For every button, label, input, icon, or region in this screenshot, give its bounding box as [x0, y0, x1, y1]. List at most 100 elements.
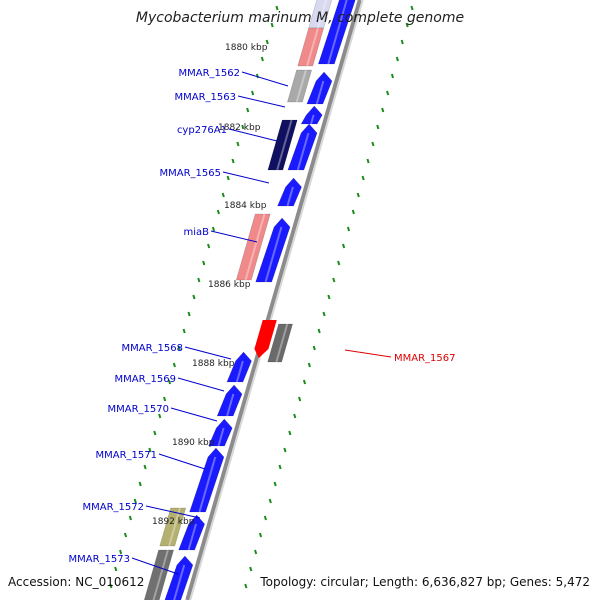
gene-feature-shine [168, 507, 181, 547]
scale-tick [244, 583, 248, 589]
scale-tick [410, 5, 414, 11]
gene-feature[interactable] [216, 384, 243, 417]
scale-tick [177, 345, 181, 351]
gene-feature-shine [317, 0, 328, 29]
gene-feature-shine [187, 523, 197, 551]
gene-feature-shine [264, 226, 283, 283]
scale-tick [307, 362, 311, 368]
scale-label: 1888 kbp [192, 359, 235, 369]
gene-label-mmar-1567[interactable]: MMAR_1567 [394, 353, 456, 364]
gene-feature-shine [306, 27, 319, 67]
gene-label-mmar-1562[interactable]: MMAR_1562 [179, 68, 241, 79]
gene-feature[interactable] [318, 0, 356, 65]
gene-label-mmar-1573[interactable]: MMAR_1573 [69, 554, 131, 565]
accession-text: Accession: NC_010612 [8, 575, 145, 589]
scale-tick [221, 192, 225, 198]
gene-label-mmar-1568[interactable]: MMAR_1568 [122, 343, 184, 354]
highlighted-gene-feature[interactable] [254, 320, 277, 358]
scale-tick [231, 158, 235, 164]
gene-feature[interactable] [267, 119, 298, 171]
scale-tick [283, 447, 287, 453]
gene-feature[interactable] [226, 351, 252, 383]
gene-label-mmar-1565[interactable]: MMAR_1565 [160, 168, 222, 179]
scale-tick [207, 243, 211, 249]
scale-tick [405, 22, 409, 28]
scale-tick [197, 277, 201, 283]
scale-tick [172, 362, 176, 368]
scale-tick [182, 328, 186, 334]
gene-label-mmar-1569[interactable]: MMAR_1569 [115, 374, 177, 385]
genome-title: Mycobacterium marinum M, complete genome [135, 10, 465, 26]
scale-tick [158, 413, 162, 419]
scale-tick [255, 73, 260, 79]
gene-feature-shine [276, 119, 293, 171]
scale-tick [163, 396, 167, 402]
gene-feature[interactable] [277, 177, 302, 207]
scale-tick [298, 396, 302, 402]
gene-label-mmar-1563[interactable]: MMAR_1563 [175, 92, 237, 103]
gene-feature[interactable] [287, 123, 318, 171]
scale-tick [260, 56, 264, 62]
gene-feature[interactable] [255, 217, 291, 283]
scale-tick [361, 175, 365, 181]
gene-leader-line [241, 71, 289, 87]
gene-label-mmar-1572[interactable]: MMAR_1572 [83, 502, 145, 513]
scale-tick [211, 226, 216, 232]
gene-feature[interactable] [287, 69, 312, 103]
gene-feature[interactable] [141, 549, 174, 600]
scale-tick [322, 311, 326, 317]
gene-leader-line [170, 407, 218, 422]
gene-feature[interactable] [306, 71, 333, 105]
scale-tick [263, 515, 267, 521]
scale-tick [148, 447, 152, 453]
scale-tick [128, 515, 132, 521]
scale-tick [138, 481, 142, 487]
scale-tick [119, 549, 123, 555]
gene-label-cyp276a1[interactable]: cyp276A1 [177, 125, 227, 136]
scale-tick [395, 56, 399, 62]
gene-label-mmar-1570[interactable]: MMAR_1570 [108, 404, 170, 415]
scale-tick [133, 498, 137, 504]
scale-tick [167, 379, 172, 385]
gene-leader-line [131, 557, 179, 575]
scale-tick [275, 5, 279, 11]
scale-tick [202, 260, 206, 266]
scale-tick [386, 90, 390, 96]
scale-tick [258, 532, 263, 538]
scale-label: 1890 kbp [172, 438, 215, 448]
scale-tick [236, 141, 240, 147]
scale-tick [187, 311, 191, 317]
gene-leader-line [145, 505, 201, 519]
scale-tick [265, 39, 269, 45]
gene-feature-shine [310, 114, 315, 125]
gene-feature-shine [244, 213, 266, 281]
scale-label: 1884 kbp [224, 201, 267, 211]
gene-leader-line [177, 377, 225, 392]
scale-tick [216, 209, 220, 215]
gene-label-mmar-1571[interactable]: MMAR_1571 [96, 450, 158, 461]
scale-tick [123, 532, 128, 538]
scale-tick [251, 90, 255, 96]
gene-feature[interactable] [297, 27, 325, 67]
gene-feature[interactable] [267, 323, 293, 363]
gene-feature[interactable] [161, 555, 194, 600]
scale-tick [327, 294, 331, 300]
scale-tick [153, 430, 157, 436]
scale-tick [241, 124, 245, 130]
scale-tick [249, 566, 253, 572]
gene-feature-shine [295, 69, 307, 103]
scale-tick [293, 413, 297, 419]
scale-tick [390, 73, 395, 79]
gene-feature[interactable] [189, 447, 225, 513]
gene-feature[interactable] [159, 507, 187, 547]
gene-feature[interactable] [300, 105, 323, 125]
gene-feature[interactable] [235, 213, 271, 281]
gene-label-miab[interactable]: miaB [183, 227, 209, 238]
scale-tick [312, 345, 316, 351]
scale-tick [254, 549, 258, 555]
gene-feature[interactable] [208, 418, 233, 447]
gene-feature-shine [275, 323, 289, 363]
gene-leader-line [210, 230, 258, 243]
